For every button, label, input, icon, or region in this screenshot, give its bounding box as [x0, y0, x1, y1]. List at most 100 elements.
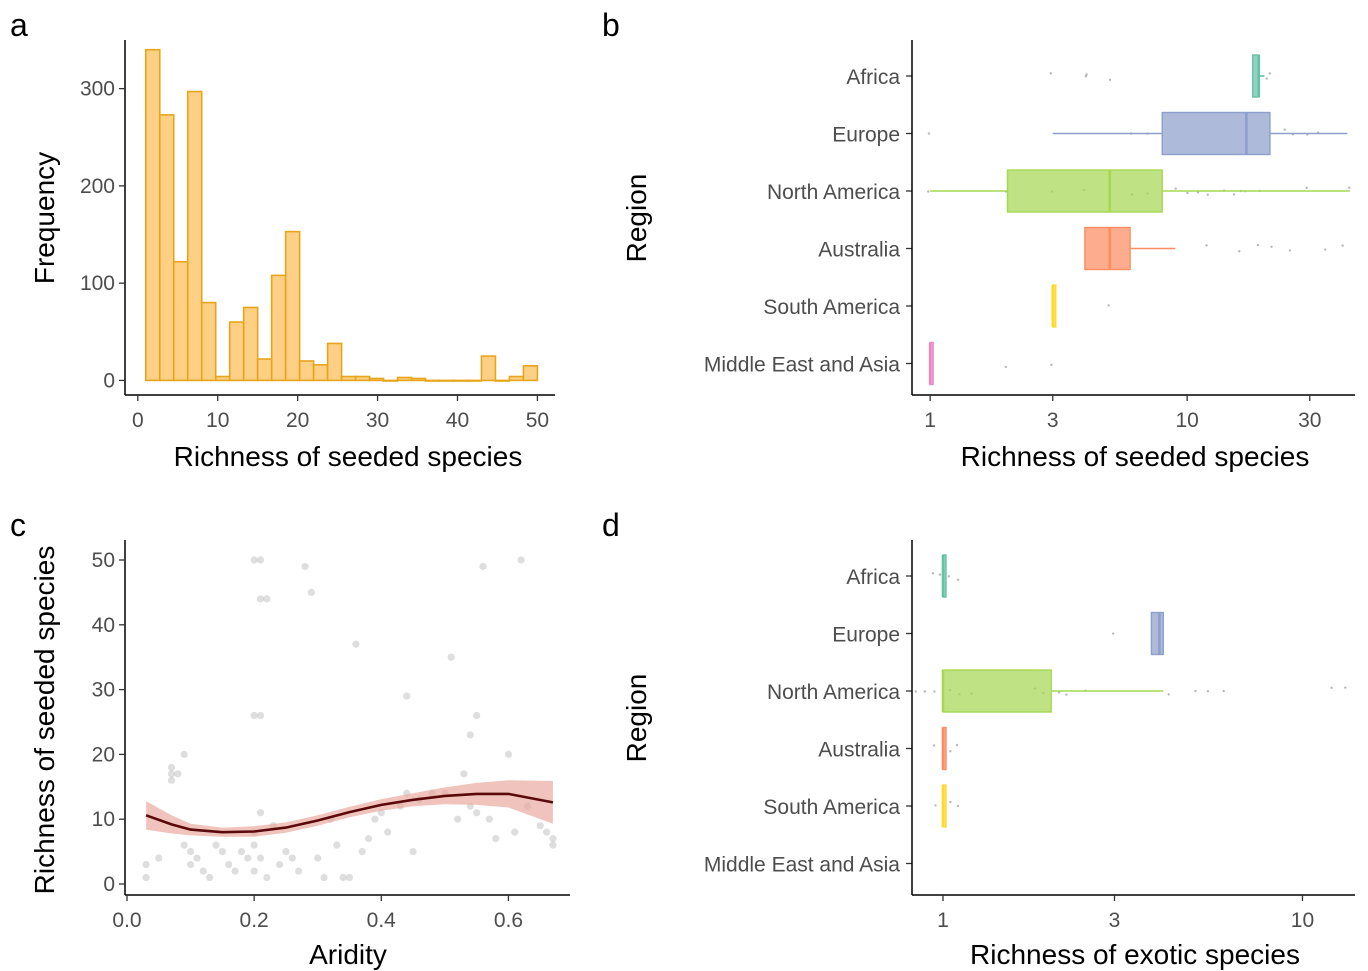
histogram-bar	[424, 379, 441, 382]
panel-a-histogram: a 0 100 200 300 0 10 20 30 40 50 Richness of seed…	[10, 7, 555, 472]
scatter-point	[231, 867, 239, 875]
scatter-point	[206, 873, 214, 882]
histogram-bar	[200, 301, 217, 382]
boxplot-b: Africa Europe North America Australia South …	[704, 40, 1355, 432]
histogram-bar	[494, 379, 511, 382]
histogram-bar	[340, 375, 357, 382]
scatter-point	[447, 653, 455, 661]
outlier-point	[1330, 686, 1333, 690]
outlier-point	[947, 575, 951, 578]
scatter-point	[212, 841, 220, 849]
histogram-bar	[396, 376, 413, 382]
histogram-bar	[242, 306, 259, 382]
scatter-point	[549, 841, 557, 849]
panel-label-a: a	[10, 7, 28, 43]
scatter-point	[256, 854, 265, 862]
outlier-point	[949, 750, 952, 753]
y-tick-label-a: 100	[80, 272, 115, 295]
histogram-bar	[172, 260, 189, 382]
outlier-point	[1238, 250, 1241, 253]
outlier-point	[1167, 693, 1170, 696]
panel-label-c: c	[10, 507, 26, 543]
y-axis-label-b: Region	[621, 174, 652, 263]
scatter-point	[453, 815, 462, 823]
y-tick-label-a: 300	[80, 78, 115, 101]
x-axis-label-c: Aridity	[309, 939, 387, 970]
histogram-bar	[298, 360, 315, 382]
outlier-point	[934, 804, 937, 807]
histogram-bar	[214, 375, 231, 382]
histogram-bar	[144, 48, 161, 382]
scatter-point	[492, 835, 500, 843]
scatter-point	[275, 860, 284, 869]
scatter-point	[460, 770, 468, 778]
region-label: South America	[763, 796, 900, 819]
panel-label-b: b	[602, 7, 620, 43]
panel-b-boxplot: b Africa Europe North America Australia Sout…	[602, 7, 1355, 472]
outlier-point	[1265, 77, 1268, 80]
scatter-point	[263, 873, 271, 882]
x-tick-label-b: 30	[1298, 409, 1321, 432]
scatter-point	[250, 556, 258, 564]
histogram-bar	[452, 379, 469, 382]
outlier-point	[927, 132, 931, 135]
outlier-point	[1222, 689, 1225, 693]
scatter-point	[314, 854, 322, 862]
y-tick-label-c: 30	[92, 679, 115, 702]
region-label: Middle East and Asia	[704, 354, 900, 377]
scatter-point	[199, 867, 207, 875]
scatter-point	[167, 763, 176, 771]
x-tick-label-b: 3	[1047, 409, 1059, 432]
histogram-bar	[354, 375, 371, 382]
outlier-point	[1050, 363, 1053, 367]
scatter-point	[244, 854, 252, 862]
outlier-point	[1186, 191, 1189, 195]
boxplot-d: Africa Europe North America Australia South …	[704, 540, 1355, 932]
outlier-point	[1194, 689, 1197, 693]
outlier-point	[933, 690, 936, 693]
histogram-bar	[480, 355, 497, 382]
scatter-point	[536, 822, 544, 830]
scatter-point	[142, 860, 150, 869]
scatter-point	[479, 562, 487, 571]
outlier-point	[956, 578, 960, 581]
scatter-point	[180, 841, 188, 849]
x-tick-label-a: 0	[132, 409, 144, 432]
outlier-point	[1270, 245, 1273, 248]
region-label: Middle East and Asia	[704, 854, 900, 877]
x-tick-label-c: 0.4	[367, 909, 397, 932]
outlier-point	[1084, 75, 1088, 78]
y-tick-label-c: 0	[103, 873, 115, 896]
outlier-point	[956, 804, 960, 808]
scatter-point	[167, 770, 176, 778]
x-axis-label-a: Richness of seeded species	[174, 441, 523, 472]
scatter-point	[485, 815, 493, 823]
y-axis-label-d: Region	[621, 674, 652, 763]
outlier-point	[1174, 187, 1177, 190]
y-tick-label-a: 0	[103, 369, 115, 392]
outlier-point	[1341, 244, 1344, 247]
outlier-point	[1206, 193, 1209, 196]
box	[1084, 226, 1131, 271]
scatter-point	[320, 873, 328, 882]
x-tick-label-c: 0.6	[494, 909, 523, 932]
outlier-point	[1305, 186, 1308, 190]
outlier-point	[1344, 686, 1347, 689]
scatter-point	[167, 776, 176, 784]
outlier-point	[1112, 632, 1115, 635]
outlier-point	[1256, 243, 1260, 247]
histogram-bar	[466, 379, 483, 382]
scatter-point	[295, 867, 303, 875]
outlier-point	[932, 744, 936, 747]
x-axis-label-d: Richness of exotic species	[970, 939, 1300, 970]
scatter-point	[511, 828, 519, 836]
scatter-point	[352, 640, 360, 648]
y-tick-label-c: 10	[92, 808, 115, 831]
outlier-point	[1108, 78, 1112, 81]
histogram-bar	[186, 90, 203, 382]
scatter-point	[384, 828, 392, 836]
x-tick-label-a: 50	[526, 409, 549, 432]
scatter-point	[364, 835, 373, 843]
outlier-point	[1065, 693, 1068, 696]
